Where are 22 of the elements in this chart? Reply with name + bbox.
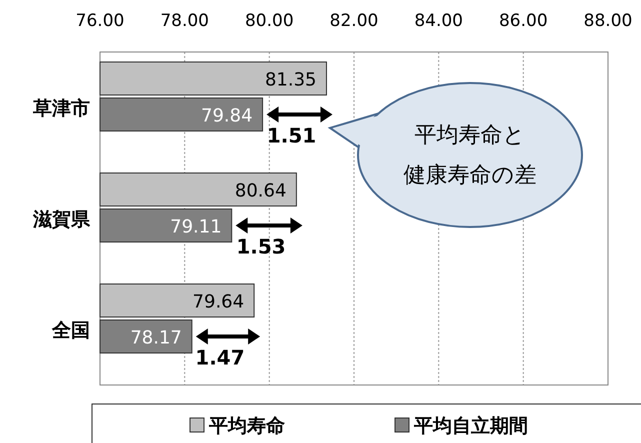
annotation: 1.53: [236, 234, 286, 258]
data-label: 81.35: [264, 70, 316, 90]
x-tick-label: 86.00: [498, 11, 548, 31]
data-label: 79.84: [201, 106, 253, 126]
x-tick-label: 84.00: [414, 11, 464, 31]
x-tick-label: 80.00: [244, 11, 294, 31]
data-label: 80.64: [234, 180, 286, 202]
annotation: 1.51: [266, 124, 316, 148]
annotation: 平均寿命と健康寿命の差: [404, 123, 536, 188]
data-label: 79.64: [192, 292, 244, 312]
legend-label: 平均自立期間: [413, 415, 528, 437]
x-tick-label: 76.00: [76, 11, 124, 31]
y-tick-label: 全国: [51, 320, 90, 342]
x-tick-label: 88.00: [584, 11, 632, 31]
x-tick-label: 78.00: [160, 11, 210, 31]
y-tick-label: 滋賀県: [32, 208, 91, 230]
data-label: 78.17: [130, 328, 182, 348]
data-label: 79.11: [170, 216, 222, 238]
x-tick-label: 82.00: [330, 11, 378, 31]
y-tick-label: 草津市: [32, 98, 90, 120]
legend-label: 平均寿命: [208, 415, 285, 437]
annotation: 1.47: [195, 346, 245, 370]
